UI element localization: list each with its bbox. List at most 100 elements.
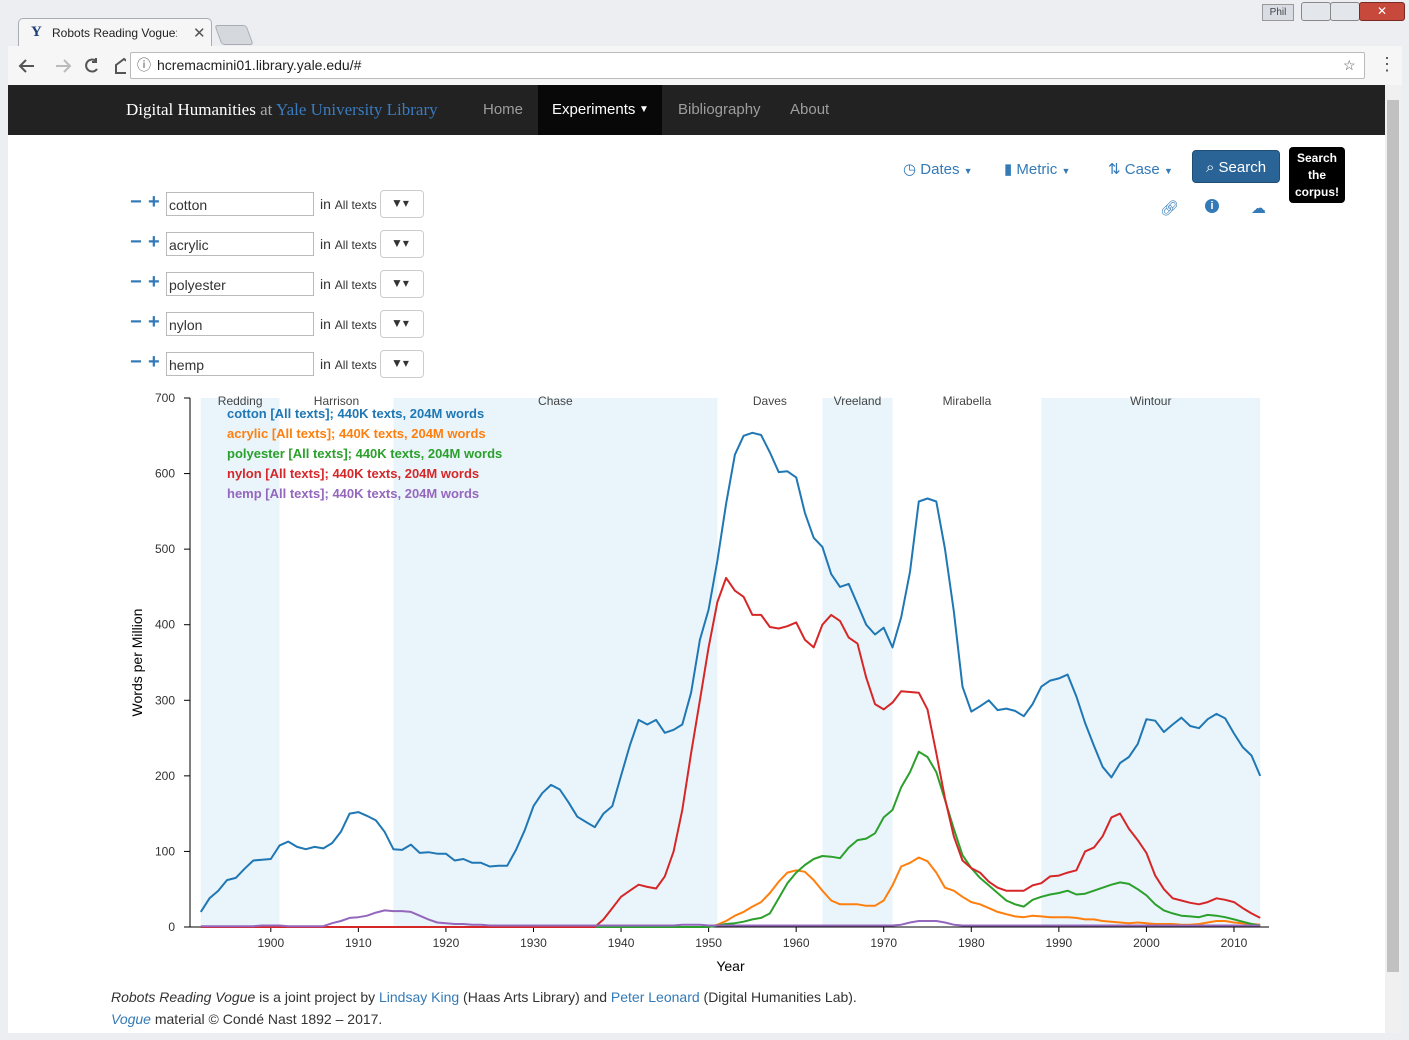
tooltip: Search the corpus! <box>1289 147 1345 203</box>
remove-term[interactable]: − <box>130 191 142 213</box>
remove-term[interactable]: − <box>130 231 142 253</box>
link-icon[interactable]: 🔗︎ <box>1160 200 1180 217</box>
scroll-thumb[interactable] <box>1387 100 1399 972</box>
x-tick-label: 1910 <box>345 936 372 950</box>
remove-term[interactable]: − <box>130 351 142 373</box>
nav-active <box>538 85 662 135</box>
tab-icon: Y <box>31 24 42 40</box>
url-text: hcremacmini01.library.yale.edu/# <box>157 57 362 73</box>
x-tick-label: 1950 <box>695 936 722 950</box>
legend-entry: hemp [All texts]; 440K texts, 204M words <box>227 486 479 501</box>
nav-item[interactable]: About <box>790 101 830 118</box>
footer-text: material © Condé Nast 1892 – 2017. <box>150 1011 383 1027</box>
filter-button[interactable]: ▼▾ <box>380 270 424 298</box>
add-term[interactable]: + <box>148 191 160 213</box>
remove-term[interactable]: − <box>130 271 142 293</box>
brand[interactable]: Digital Humanities at Yale University Li… <box>126 85 438 135</box>
footer-link[interactable]: Vogue <box>111 1011 151 1027</box>
period-label: Daves <box>753 394 787 408</box>
button-label: Metric <box>1016 161 1058 178</box>
close-button[interactable]: ✕ <box>1359 2 1405 21</box>
filter-button[interactable]: ▼▾ <box>380 190 424 218</box>
footer-text: (Haas Arts Library) and <box>459 989 611 1005</box>
navbar: Digital Humanities at Yale University Li… <box>8 85 1385 135</box>
user-badge[interactable]: Phil <box>1262 4 1294 21</box>
x-tick-label: 1900 <box>257 936 284 950</box>
term-input[interactable]: acrylic <box>166 232 314 256</box>
y-tick-label: 200 <box>155 769 175 783</box>
term-input[interactable]: nylon <box>166 312 314 336</box>
x-tick-label: 1980 <box>958 936 985 950</box>
nav-item[interactable]: Experiments <box>552 101 636 118</box>
y-axis-title: Words per Million <box>129 609 145 717</box>
series-line <box>200 576 1261 928</box>
in-label: in <box>320 236 331 252</box>
period-label: Chase <box>538 394 573 408</box>
period-label: Redding <box>218 394 263 408</box>
info-icon[interactable]: i <box>1205 199 1219 213</box>
bookmark-star[interactable]: ☆ <box>1343 57 1356 73</box>
x-tick-label: 1970 <box>870 936 897 950</box>
period-label: Mirabella <box>943 394 992 408</box>
nav-buttons[interactable] <box>16 56 126 76</box>
footer-text: (Digital Humanities Lab). <box>699 989 857 1005</box>
footer-link[interactable]: Peter Leonard <box>610 989 700 1005</box>
remove-term[interactable]: − <box>130 311 142 333</box>
in-label: in <box>320 316 331 332</box>
series-line <box>200 909 1261 928</box>
term-input[interactable]: hemp <box>166 352 314 376</box>
term-scope: in All texts <box>320 276 377 292</box>
download-icon[interactable]: ☁ <box>1251 200 1266 217</box>
term-input[interactable]: cotton <box>166 192 314 216</box>
add-term[interactable]: + <box>148 311 160 333</box>
y-tick-label: 300 <box>155 693 175 707</box>
button-label: Search <box>1218 159 1267 176</box>
term-scope: in All texts <box>320 196 377 212</box>
toolbar: ⓘ hcremacmini01.library.yale.edu/# ☆ ⋮ <box>8 46 1402 86</box>
nav-item[interactable]: Bibliography <box>678 101 761 118</box>
scope-label: All texts <box>334 198 377 212</box>
add-term[interactable]: + <box>148 231 160 253</box>
add-term[interactable]: + <box>148 351 160 373</box>
in-label: in <box>320 196 331 212</box>
filter-button[interactable]: ▼▾ <box>380 350 424 378</box>
case-button[interactable]: ⇅ Case ▼ <box>1108 161 1173 178</box>
filter-button[interactable]: ▼▾ <box>380 310 424 338</box>
x-tick-label: 1960 <box>783 936 810 950</box>
term-input[interactable]: polyester <box>166 272 314 296</box>
tab-title: Robots Reading Vogue: <box>52 26 177 40</box>
nav-item[interactable]: Home <box>483 101 524 118</box>
scrollbar[interactable] <box>1385 85 1402 1033</box>
y-tick-label: 400 <box>155 618 175 632</box>
address-bar[interactable]: ⓘ hcremacmini01.library.yale.edu/# ☆ <box>130 52 1365 79</box>
period-band <box>822 398 893 927</box>
in-label: in <box>320 276 331 292</box>
y-tick-label: 100 <box>155 844 175 858</box>
add-term[interactable]: + <box>148 271 160 293</box>
search-button[interactable]: ⌕ Search <box>1192 150 1280 183</box>
legend-entry: polyester [All texts]; 440K texts, 204M … <box>227 446 502 461</box>
menu-button[interactable]: ⋮ <box>1378 54 1396 74</box>
in-label: in <box>320 356 331 372</box>
browser-tab[interactable]: Y Robots Reading Vogue: ✕ <box>18 18 212 47</box>
period-band <box>200 398 280 927</box>
footer-link[interactable]: Lindsay King <box>379 989 460 1005</box>
x-tick-label: 2010 <box>1221 936 1248 950</box>
footer-text: Robots Reading Vogue <box>111 989 256 1005</box>
series-line <box>199 431 1262 913</box>
legend-entry: cotton [All texts]; 440K texts, 204M wor… <box>227 406 484 421</box>
scope-label: All texts <box>334 238 377 252</box>
x-tick-label: 1930 <box>520 936 547 950</box>
footer-line: Robots Reading Vogue is a joint project … <box>111 989 857 1005</box>
period-label: Wintour <box>1130 394 1171 408</box>
filter-button[interactable]: ▼▾ <box>380 230 424 258</box>
term-scope: in All texts <box>320 356 377 372</box>
dates-button[interactable]: ◷ Dates ▼ <box>903 161 973 178</box>
y-tick-label: 700 <box>155 391 175 405</box>
x-axis-title: Year <box>716 958 745 974</box>
tab-close[interactable]: ✕ <box>193 25 206 42</box>
y-tick-label: 600 <box>155 467 175 481</box>
period-label: Harrison <box>314 394 359 408</box>
metric-button[interactable]: ▮ Metric ▼ <box>1004 161 1071 178</box>
